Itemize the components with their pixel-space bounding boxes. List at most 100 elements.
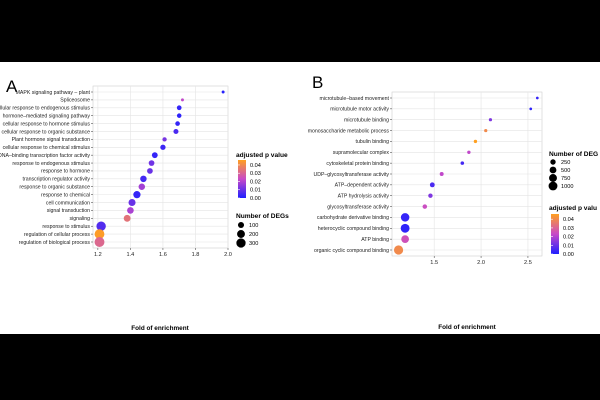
panel-b-term-label: microtubule binding	[344, 118, 389, 124]
panel-a-term-label: hormone–mediated signaling pathway	[3, 113, 91, 119]
panel-a-size-legend-dot	[237, 221, 245, 229]
panel-a-color-legend-label: 0.02	[250, 179, 261, 185]
panel-b-point	[460, 161, 465, 165]
panel-b-term-label: ATP hydrolysis activity	[338, 194, 390, 200]
panel-a-point	[148, 160, 155, 166]
panel-b-term-label: supramolecular complex	[333, 150, 390, 156]
panel-a-size-legend-label: 100	[249, 223, 258, 229]
panel-a-point	[147, 168, 153, 174]
panel-b-term-label: heterocyclic compound binding	[318, 226, 389, 232]
panel-a-term-label: MAPK signaling pathway – plant	[16, 90, 91, 96]
panel-a-size-legend-dot	[237, 230, 245, 238]
panel-a-point	[160, 144, 166, 150]
panel-b-color-legend-title: adjusted p valu	[549, 205, 597, 212]
panel-a-term-label: cellular response to organic substance	[1, 129, 90, 135]
panel-b-point	[535, 96, 539, 100]
panel-b-size-legend-dot	[548, 181, 558, 191]
panel-a-size-legend-title: Number of DEGs	[236, 213, 289, 220]
panel-b-point	[400, 213, 410, 222]
panel-b-color-legend-label: 0.04	[563, 217, 574, 223]
panel-a-color-legend-title: adjusted p value	[236, 152, 288, 159]
enrichment-figure: A 1.2 1.4 1.6 1.8 2.0 MAPK signaling pathway …	[0, 73, 598, 332]
panel-b-term-label: cytoskeletal protein binding	[326, 161, 389, 167]
panel-a-color-legend-label: 0.03	[250, 171, 261, 177]
panel-a-term-label: response to endogenous stimulus	[12, 161, 90, 167]
panel-a-xtick-label: 1.2	[94, 252, 102, 258]
panel-a-term-label: signaling	[70, 216, 91, 222]
panel-a-term-label: transcription regulator activity	[23, 177, 91, 183]
panel-b-term-label: microtubule motor activity	[330, 107, 389, 113]
panel-b-color-legend: 0.04 0.03 0.02 0.01 0.00	[551, 214, 574, 258]
panel-b-point	[488, 118, 493, 122]
panel-a-term-label: Spliceosome	[60, 98, 90, 104]
figure-canvas: A 1.2 1.4 1.6 1.8 2.0 MAPK signaling pathway …	[0, 62, 600, 334]
panel-b-size-legend-dot	[549, 166, 557, 174]
panel-a-plot-area	[92, 85, 229, 249]
panel-b-size-legend-label: 500	[561, 168, 570, 174]
panel-b-term-label: microtubule–based movement	[320, 96, 390, 102]
panel-a-point	[138, 183, 146, 190]
panel-a-color-legend-label: 0.01	[250, 188, 261, 194]
panel-b-term-label: ATP–dependent activity	[335, 183, 390, 189]
panel-b-term-label: UDP–glycosyltransferase activity	[313, 172, 389, 178]
panel-a-xtick-label: 2.0	[224, 252, 232, 258]
panel-a-color-legend-label: 0.00	[250, 196, 261, 202]
panel-a-color-legend-label: 0.04	[250, 163, 261, 169]
panel-b-point	[422, 204, 428, 209]
panel-a-point	[176, 113, 182, 118]
panel-b-point	[393, 245, 404, 255]
panel-a-xlabel: Fold of enrichment	[131, 325, 189, 332]
panel-a-size-legend: 100 200 300	[236, 221, 258, 248]
panel-a-point	[221, 90, 225, 94]
panel-a-plot: 1.2 1.4 1.6 1.8 2.0 MAPK signaling pathway – …	[0, 85, 232, 258]
panel-a-term-label: response to chemical	[41, 192, 90, 198]
panel-b-xtick-label: 2.5	[524, 260, 532, 266]
panel-b-point	[439, 172, 444, 176]
panel-a-label: A	[6, 77, 18, 96]
panel-b-point	[467, 150, 471, 154]
panel-a-point	[176, 105, 182, 111]
panel-a-size-legend-label: 300	[249, 241, 258, 247]
panel-a-term-label: signal transduction	[47, 208, 90, 214]
panel-b-size-legend: 250 500 750 1000	[548, 159, 573, 191]
panel-b-color-legend-label: 0.00	[563, 252, 574, 258]
panel-b-term-label: tubulin binding	[356, 139, 390, 145]
panel-a-legends: adjusted p value 0.04 0.03 0.02 0.01 0.00 Nu…	[236, 152, 289, 248]
panel-b-label: B	[312, 73, 323, 92]
panel-b-plot: 1.5 2.0 2.5 microtubule–based movement micro…	[308, 91, 543, 266]
panel-a-term-label: response to organic substance	[19, 185, 90, 191]
panel-a-term-label: cellular response to hormone stimulus	[3, 121, 91, 127]
panel-b-term-label: glycosyltransferase activity	[327, 204, 389, 210]
panel-b-point	[400, 223, 410, 233]
panel-a-point	[140, 175, 147, 183]
panel-b-color-legend-label: 0.01	[563, 243, 574, 249]
panel-a-xtick-label: 1.8	[192, 252, 200, 258]
panel-a-color-legend: 0.04 0.03 0.02 0.01 0.00	[238, 160, 261, 202]
panel-a-point	[94, 229, 105, 239]
panel-a-term-label: cellular response to endogenous stimulus	[0, 106, 90, 112]
panel-b-point	[428, 193, 433, 198]
panel-b-size-legend-dot	[549, 174, 557, 182]
panel-a-term-label: regulation of cellular process	[24, 232, 90, 238]
panel-b-point	[473, 139, 478, 144]
panel-a-term-label: DNA–binding transcription factor activit…	[0, 153, 90, 159]
panel-b-term-label: carbohydrate derivative binding	[317, 215, 389, 221]
panel-a-term-label: response to stimulus	[42, 224, 90, 230]
panel-a-point	[151, 152, 158, 159]
panel-b-point	[429, 182, 435, 188]
panel-b-xtick-label: 2.0	[477, 260, 485, 266]
panel-b-size-legend-label: 750	[561, 176, 570, 182]
panel-a-term-label: response to hormone	[41, 169, 90, 175]
panel-b-legends: Number of DEG 250 500 750 1000 adjusted p v…	[548, 151, 598, 258]
panel-b-size-legend-dot	[550, 159, 556, 165]
panel-b-color-legend-label: 0.02	[563, 235, 574, 241]
panel-a-term-label: cell communication	[46, 200, 90, 206]
panel-b-term-label: organic cyclic compound binding	[314, 248, 389, 254]
panel-b-color-legend-label: 0.03	[563, 226, 574, 232]
panel-a-point	[133, 191, 141, 199]
panel-a-term-label: Plant hormone signal transduction	[12, 137, 91, 143]
panel-b-point	[401, 235, 409, 244]
panel-b-point	[529, 107, 533, 111]
panel-a-point	[162, 137, 167, 142]
panel-a-point	[94, 237, 105, 247]
